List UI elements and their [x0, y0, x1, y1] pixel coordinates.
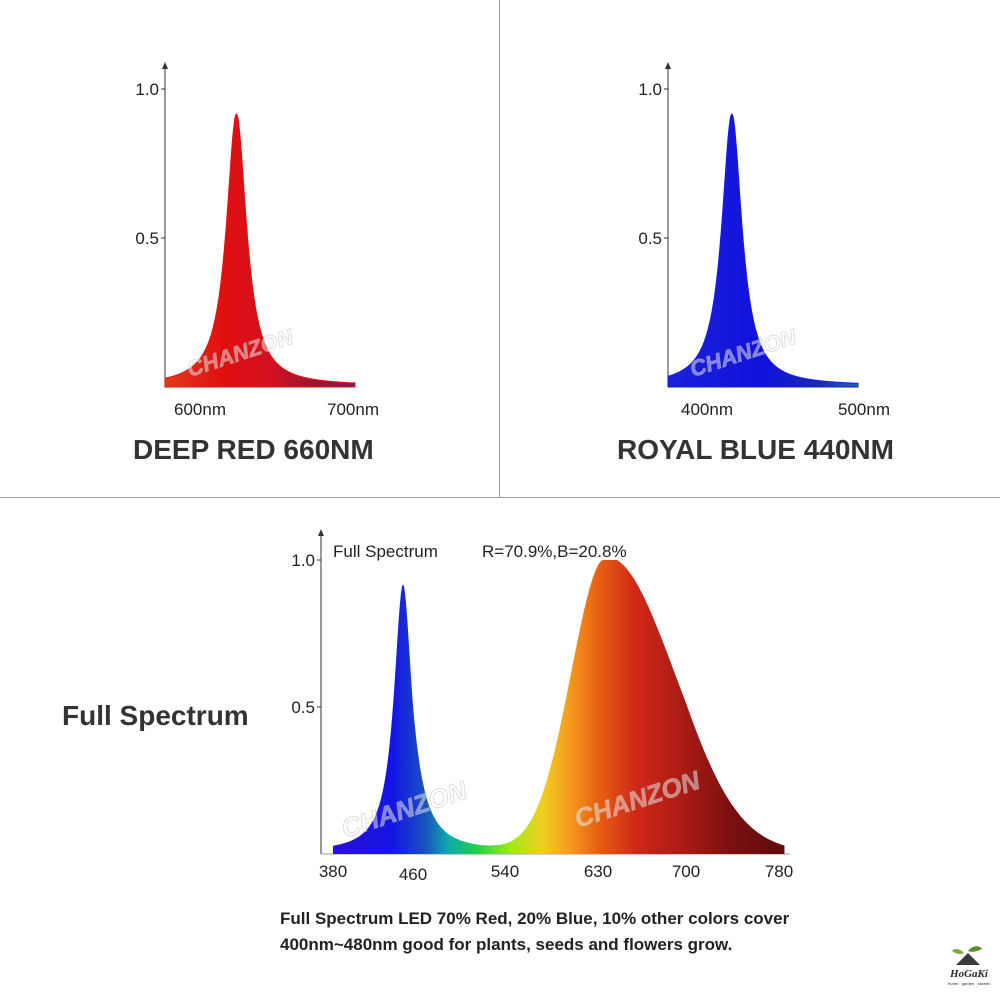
caption-line-1: Full Spectrum LED 70% Red, 20% Blue, 10%… — [280, 909, 790, 928]
x-tick-label: 700nm — [327, 400, 379, 419]
logo-name: HoGaKi — [950, 968, 988, 980]
x-tick-label: 630 — [584, 862, 612, 881]
deep-red-title: DEEP RED 660NM — [133, 434, 374, 465]
y-tick-label: 0.5 — [638, 229, 662, 248]
spectrum-curve — [333, 560, 785, 854]
y-tick-label: 1.0 — [291, 551, 315, 570]
y-tick-label: 1.0 — [135, 80, 159, 99]
y-tick-label: 0.5 — [291, 698, 315, 717]
y-tick-label: 0.5 — [135, 229, 159, 248]
x-tick-label: 700 — [672, 862, 700, 881]
spectrum-curve — [164, 113, 356, 388]
caption-line-2: 400nm~480nm good for plants, seeds and f… — [280, 935, 733, 954]
x-tick-label: 380 — [319, 862, 347, 881]
x-tick-label: 600nm — [174, 400, 226, 419]
x-tick-label: 540 — [491, 862, 519, 881]
chart-title: Full Spectrum — [333, 542, 438, 561]
royal-blue-title: ROYAL BLUE 440NM — [617, 434, 894, 465]
vertical-divider — [499, 0, 500, 497]
caption: Full Spectrum LED 70% Red, 20% Blue, 10%… — [280, 906, 960, 958]
y-axis-arrow-icon — [318, 529, 324, 536]
horizontal-divider — [0, 497, 1000, 498]
logo-tagline: Home · garden · kitchen — [947, 981, 991, 986]
x-tick-label: 400nm — [681, 400, 733, 419]
ratio-annotation: R=70.9%,B=20.8% — [482, 542, 627, 561]
full-spectrum-side-title: Full Spectrum — [62, 700, 249, 731]
x-tick-label: 500nm — [838, 400, 890, 419]
y-tick-label: 1.0 — [638, 80, 662, 99]
y-axis-arrow-icon — [665, 62, 671, 69]
y-axis-arrow-icon — [162, 62, 168, 69]
spectrum-curve — [667, 113, 859, 388]
hogaki-logo-icon — [952, 946, 982, 965]
x-tick-label: 780 — [765, 862, 793, 881]
x-tick-label: 460 — [399, 865, 427, 884]
